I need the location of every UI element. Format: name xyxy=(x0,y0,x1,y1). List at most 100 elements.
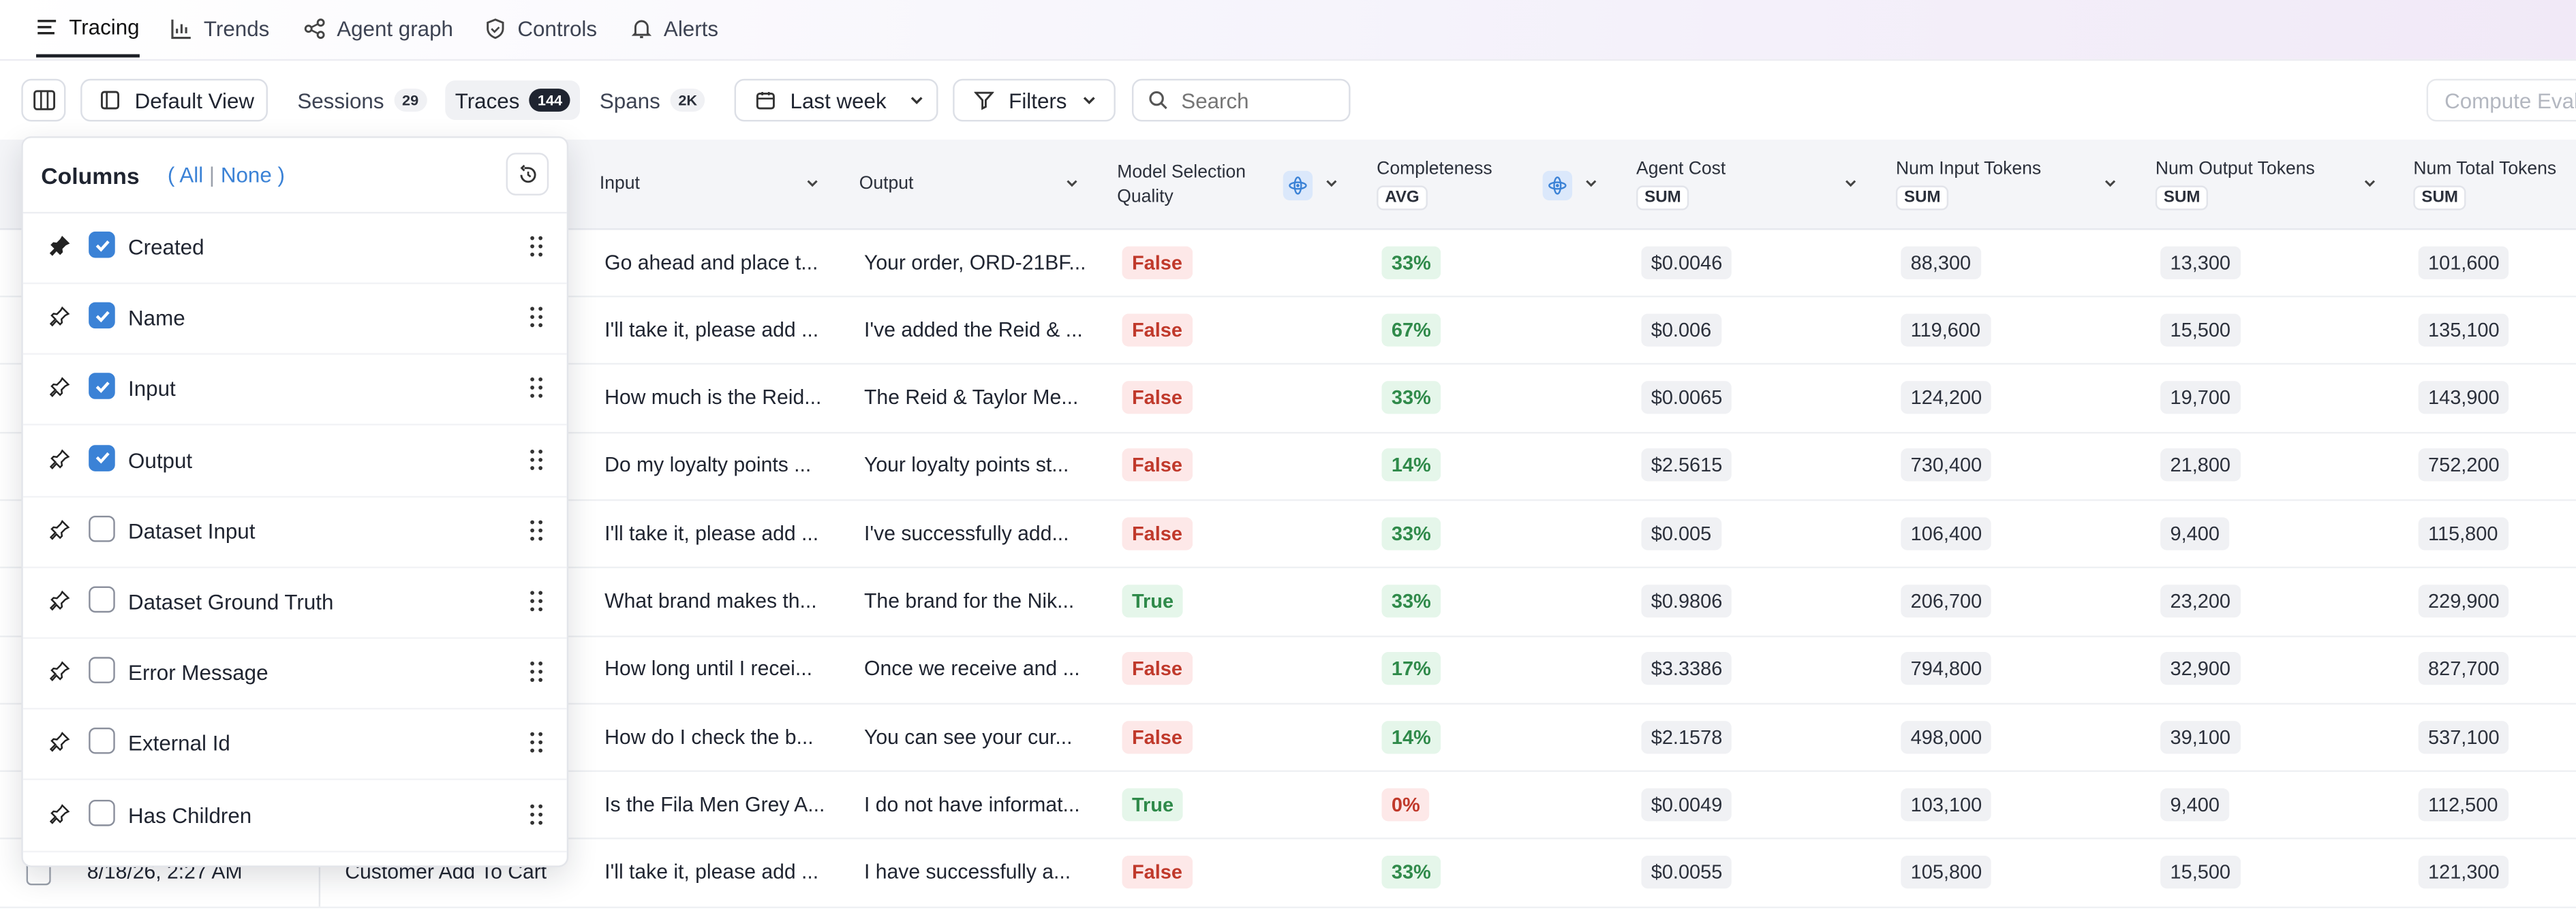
table-row[interactable]: Do my loyalty points ... Your loyalty po… xyxy=(0,431,2576,501)
eval-atom-icon[interactable] xyxy=(1283,170,1313,201)
table-row[interactable]: How do I check the b... You can see your… xyxy=(0,703,2576,773)
output-cell[interactable]: I have successfully a... xyxy=(864,860,1071,884)
drag-handle-icon[interactable] xyxy=(529,448,544,471)
drag-handle-icon[interactable] xyxy=(529,377,544,400)
output-cell[interactable]: The brand for the Nik... xyxy=(864,589,1075,613)
chevron-down-icon[interactable] xyxy=(1064,176,1079,191)
output-cell[interactable]: The Reid & Taylor Me... xyxy=(864,386,1079,409)
input-cell[interactable]: I'll take it, please add ... xyxy=(604,318,819,341)
column-option[interactable]: Created xyxy=(22,212,567,285)
input-cell[interactable]: How long until I recei... xyxy=(604,657,812,681)
table-row[interactable]: How long until I recei... Once we receiv… xyxy=(0,635,2576,704)
pin-icon[interactable] xyxy=(49,306,70,327)
pin-icon[interactable] xyxy=(49,732,70,753)
chevron-down-icon[interactable] xyxy=(2103,176,2118,191)
input-cell[interactable]: Go ahead and place t... xyxy=(604,250,818,274)
tab-traces[interactable]: Traces 144 xyxy=(445,80,581,120)
chevron-down-icon[interactable] xyxy=(2363,176,2378,191)
header-output[interactable]: Output xyxy=(859,140,914,228)
output-cell[interactable]: Your order, ORD-21BF... xyxy=(864,250,1086,274)
nav-tab-trends[interactable]: Trends xyxy=(171,0,269,57)
select-all-link[interactable]: All xyxy=(179,162,204,187)
select-none-link[interactable]: None xyxy=(220,162,272,187)
pin-icon[interactable] xyxy=(49,589,70,611)
table-row[interactable]: I'll take it, please add ... I've succes… xyxy=(0,499,2576,569)
header-num-input-tokens[interactable]: Num Input Tokens SUM xyxy=(1895,140,2041,228)
column-option[interactable]: External Id xyxy=(22,709,567,781)
input-cell[interactable]: How much is the Reid... xyxy=(604,386,822,409)
column-option[interactable]: Output xyxy=(22,424,567,497)
nav-tab-alerts[interactable]: Alerts xyxy=(631,0,718,57)
drag-handle-icon[interactable] xyxy=(529,589,544,612)
column-checkbox[interactable] xyxy=(89,799,115,826)
chevron-down-icon[interactable] xyxy=(805,176,820,191)
input-cell[interactable]: I'll take it, please add ... xyxy=(604,860,819,884)
column-checkbox[interactable] xyxy=(89,657,115,684)
header-num-output-tokens[interactable]: Num Output Tokens SUM xyxy=(2155,140,2315,228)
drag-handle-icon[interactable] xyxy=(529,661,544,684)
eval-atom-icon[interactable] xyxy=(1542,170,1573,201)
column-checkbox[interactable] xyxy=(89,586,115,613)
table-row[interactable]: I'll take it, please add ... I've added … xyxy=(0,296,2576,365)
column-option[interactable]: Has Children xyxy=(22,779,567,852)
pin-icon[interactable] xyxy=(49,448,70,469)
reset-columns-button[interactable] xyxy=(506,153,549,196)
input-cell[interactable]: Do my loyalty points ... xyxy=(604,454,812,478)
tab-spans[interactable]: Spans 2K xyxy=(589,80,715,120)
drag-handle-icon[interactable] xyxy=(529,306,544,329)
column-checkbox[interactable] xyxy=(89,444,115,471)
drag-handle-icon[interactable] xyxy=(529,732,544,755)
output-cell[interactable]: I've added the Reid & ... xyxy=(864,318,1083,341)
table-row[interactable]: How much is the Reid... The Reid & Taylo… xyxy=(0,364,2576,433)
drag-handle-icon[interactable] xyxy=(529,235,544,258)
search-box[interactable] xyxy=(1131,78,1351,122)
column-checkbox[interactable] xyxy=(89,728,115,755)
nav-tab-agent-graph[interactable]: Agent graph xyxy=(304,0,453,57)
column-checkbox[interactable] xyxy=(89,302,115,329)
header-input[interactable]: Input xyxy=(600,140,640,228)
input-cell[interactable]: Is the Fila Men Grey A... xyxy=(604,793,825,816)
column-checkbox[interactable] xyxy=(89,231,115,258)
header-completeness[interactable]: Completeness AVG xyxy=(1377,140,1492,228)
pin-icon[interactable] xyxy=(49,377,70,398)
chevron-down-icon[interactable] xyxy=(1584,176,1599,191)
pin-icon[interactable] xyxy=(49,235,70,256)
nav-tab-controls[interactable]: Controls xyxy=(485,0,597,57)
toggle-sidebar-button[interactable] xyxy=(21,78,66,122)
column-option[interactable]: Dataset Input xyxy=(22,496,567,568)
pin-icon[interactable] xyxy=(49,518,70,540)
input-cell[interactable]: What brand makes th... xyxy=(604,589,817,613)
output-cell[interactable]: You can see your cur... xyxy=(864,725,1073,749)
chevron-down-icon[interactable] xyxy=(1324,176,1339,191)
table-row[interactable]: What brand makes th... The brand for the… xyxy=(0,567,2576,637)
output-cell[interactable]: Once we receive and ... xyxy=(864,657,1080,681)
output-cell[interactable]: I do not have informat... xyxy=(864,793,1080,816)
input-cell[interactable]: I'll take it, please add ... xyxy=(604,521,819,545)
input-cell[interactable]: How do I check the b... xyxy=(604,725,814,749)
header-model-selection-quality[interactable]: Model Selection Quality xyxy=(1117,140,1246,228)
column-option[interactable]: Error Message xyxy=(22,638,567,710)
nav-tab-tracing[interactable]: Tracing xyxy=(36,0,140,58)
agent-cost-cell: $2.1578 xyxy=(1641,703,1732,771)
pin-icon[interactable] xyxy=(49,661,70,682)
drag-handle-icon[interactable] xyxy=(529,803,544,826)
pin-icon[interactable] xyxy=(49,803,70,824)
column-option[interactable]: Input xyxy=(22,354,567,426)
table-row[interactable]: Go ahead and place t... Your order, ORD-… xyxy=(0,228,2576,298)
output-cell[interactable]: I've successfully add... xyxy=(864,521,1069,545)
column-checkbox[interactable] xyxy=(89,515,115,542)
chevron-down-icon[interactable] xyxy=(1843,176,1858,191)
column-option[interactable]: Name xyxy=(22,283,567,356)
filters-button[interactable]: Filters xyxy=(953,78,1116,122)
header-num-total-tokens[interactable]: Num Total Tokens SUM xyxy=(2413,140,2556,228)
default-view-button[interactable]: Default View xyxy=(80,78,268,122)
compute-evaluation-button[interactable]: Compute Evalu xyxy=(2426,78,2576,122)
column-checkbox[interactable] xyxy=(89,373,115,400)
column-option[interactable]: Dataset Ground Truth xyxy=(22,567,567,639)
drag-handle-icon[interactable] xyxy=(529,518,544,542)
header-agent-cost[interactable]: Agent Cost SUM xyxy=(1636,140,1726,228)
tab-sessions[interactable]: Sessions 29 xyxy=(288,80,437,120)
date-range-button[interactable]: Last week xyxy=(734,78,938,122)
search-input[interactable] xyxy=(1178,86,1349,114)
output-cell[interactable]: Your loyalty points st... xyxy=(864,454,1069,478)
